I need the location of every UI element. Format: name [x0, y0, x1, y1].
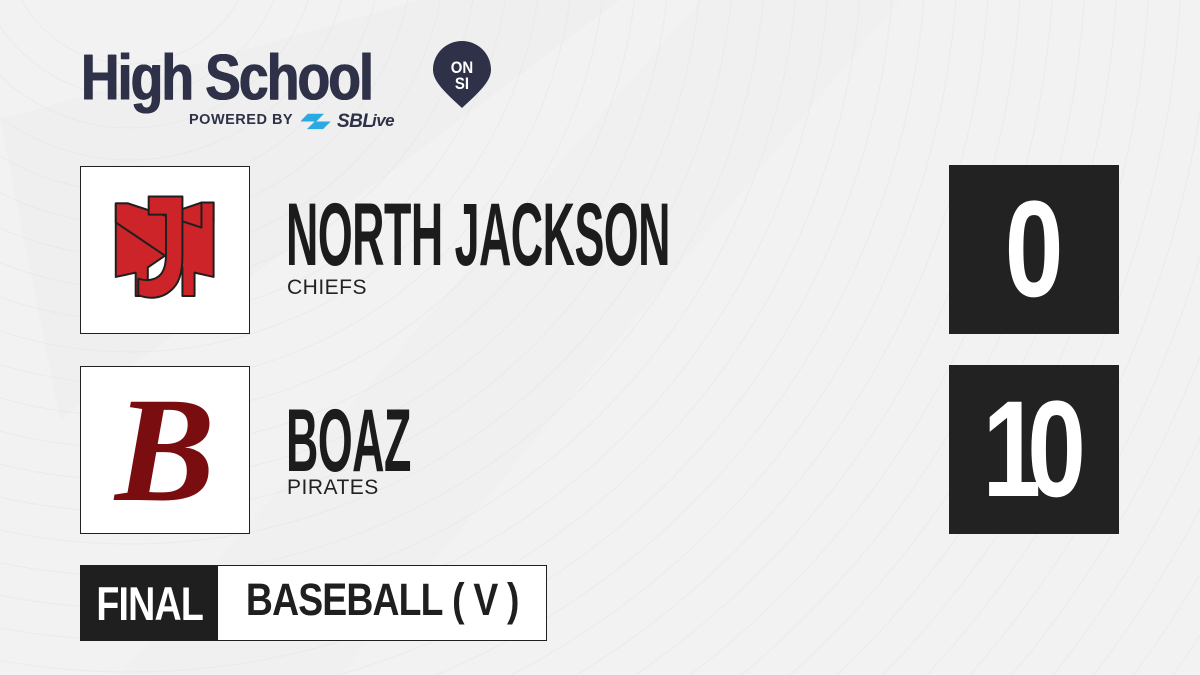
svg-text:ive: ive	[372, 111, 394, 130]
svg-text:SI: SI	[455, 75, 469, 93]
svg-text:SBL: SBL	[337, 111, 374, 132]
